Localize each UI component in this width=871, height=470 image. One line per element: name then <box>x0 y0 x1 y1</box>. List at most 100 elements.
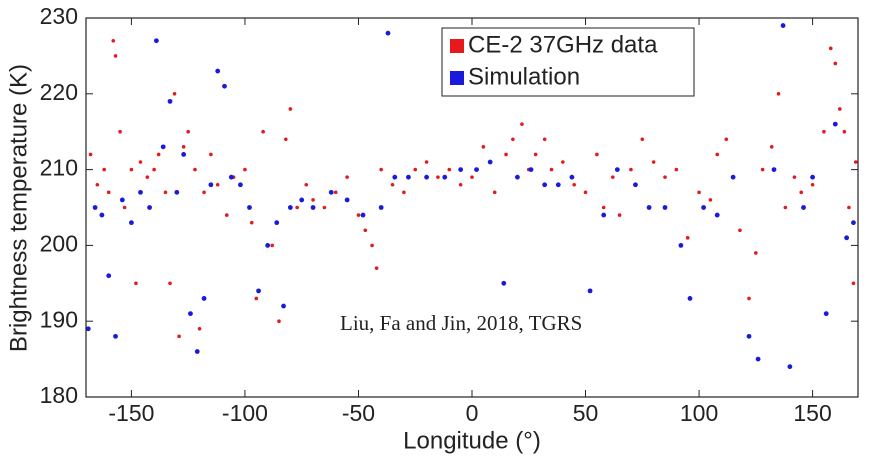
point <box>755 356 761 362</box>
point <box>528 167 534 173</box>
point <box>844 235 850 241</box>
point <box>256 288 261 294</box>
plot-frame <box>85 17 859 398</box>
point <box>501 280 507 286</box>
point <box>99 212 105 218</box>
point <box>504 152 508 157</box>
point <box>747 296 751 301</box>
point <box>85 326 91 332</box>
point <box>138 160 143 164</box>
point <box>474 167 479 173</box>
point <box>284 137 288 142</box>
annotation: Liu, Fa and Jin, 2018, TGRS <box>340 311 582 335</box>
point <box>617 213 622 217</box>
point <box>299 197 305 203</box>
point <box>511 137 515 142</box>
point <box>145 175 150 179</box>
point <box>724 137 729 142</box>
point <box>520 122 524 126</box>
point <box>851 281 856 286</box>
point <box>674 167 679 172</box>
point <box>152 167 156 172</box>
point <box>633 182 638 188</box>
point <box>113 54 118 58</box>
point <box>646 205 652 210</box>
point <box>792 175 797 179</box>
point <box>569 174 575 180</box>
point <box>413 167 418 172</box>
point <box>106 190 111 195</box>
point <box>783 205 788 210</box>
x-tick-label: 0 <box>466 400 479 426</box>
point <box>118 129 122 134</box>
point <box>193 167 197 172</box>
point <box>402 190 406 195</box>
point <box>533 152 538 157</box>
point <box>738 228 742 233</box>
point <box>238 182 243 188</box>
point <box>379 167 383 172</box>
point <box>113 333 118 339</box>
legend-swatch <box>450 71 464 85</box>
y-tick-label: 220 <box>40 79 78 105</box>
point <box>687 296 693 301</box>
x-tick-label: 50 <box>573 400 599 426</box>
point <box>754 251 758 255</box>
point <box>780 23 786 28</box>
point <box>181 145 186 149</box>
point <box>202 190 206 195</box>
point <box>197 326 202 331</box>
point <box>134 281 138 286</box>
point <box>549 167 554 172</box>
point <box>168 281 172 286</box>
point <box>542 182 548 188</box>
point <box>172 92 177 96</box>
point <box>163 190 168 195</box>
point <box>88 152 93 157</box>
point <box>385 30 391 36</box>
point <box>370 243 374 248</box>
x-tick-label: -50 <box>342 400 375 426</box>
point <box>701 205 706 210</box>
point <box>515 174 520 180</box>
point <box>174 189 180 195</box>
point <box>583 190 588 195</box>
x-tick-label: -100 <box>222 400 268 426</box>
point <box>828 46 833 51</box>
point <box>587 288 593 294</box>
point <box>111 38 116 43</box>
y-tick-label: 210 <box>40 155 78 181</box>
legend-label: Simulation <box>468 63 580 90</box>
point <box>810 182 815 187</box>
point <box>160 144 166 150</box>
point <box>265 243 271 248</box>
point <box>678 243 684 248</box>
point <box>102 167 106 172</box>
x-tick-label: 150 <box>793 400 831 426</box>
point <box>492 190 497 195</box>
point <box>194 349 200 354</box>
x-tick-label: 100 <box>680 400 718 426</box>
legend-box <box>441 27 695 97</box>
point <box>208 182 214 188</box>
point <box>406 174 411 180</box>
point <box>442 174 448 180</box>
point <box>697 190 701 195</box>
point <box>153 38 159 44</box>
point <box>601 212 607 218</box>
point <box>787 364 793 370</box>
point <box>799 190 804 195</box>
point <box>92 205 98 210</box>
point <box>730 174 736 180</box>
point <box>356 213 361 217</box>
point <box>771 167 777 173</box>
point <box>201 296 207 301</box>
point <box>288 107 293 111</box>
point <box>832 121 838 127</box>
point <box>662 205 668 210</box>
legend-swatch <box>450 39 464 53</box>
point <box>274 220 280 226</box>
point <box>287 205 293 210</box>
point <box>106 273 112 279</box>
